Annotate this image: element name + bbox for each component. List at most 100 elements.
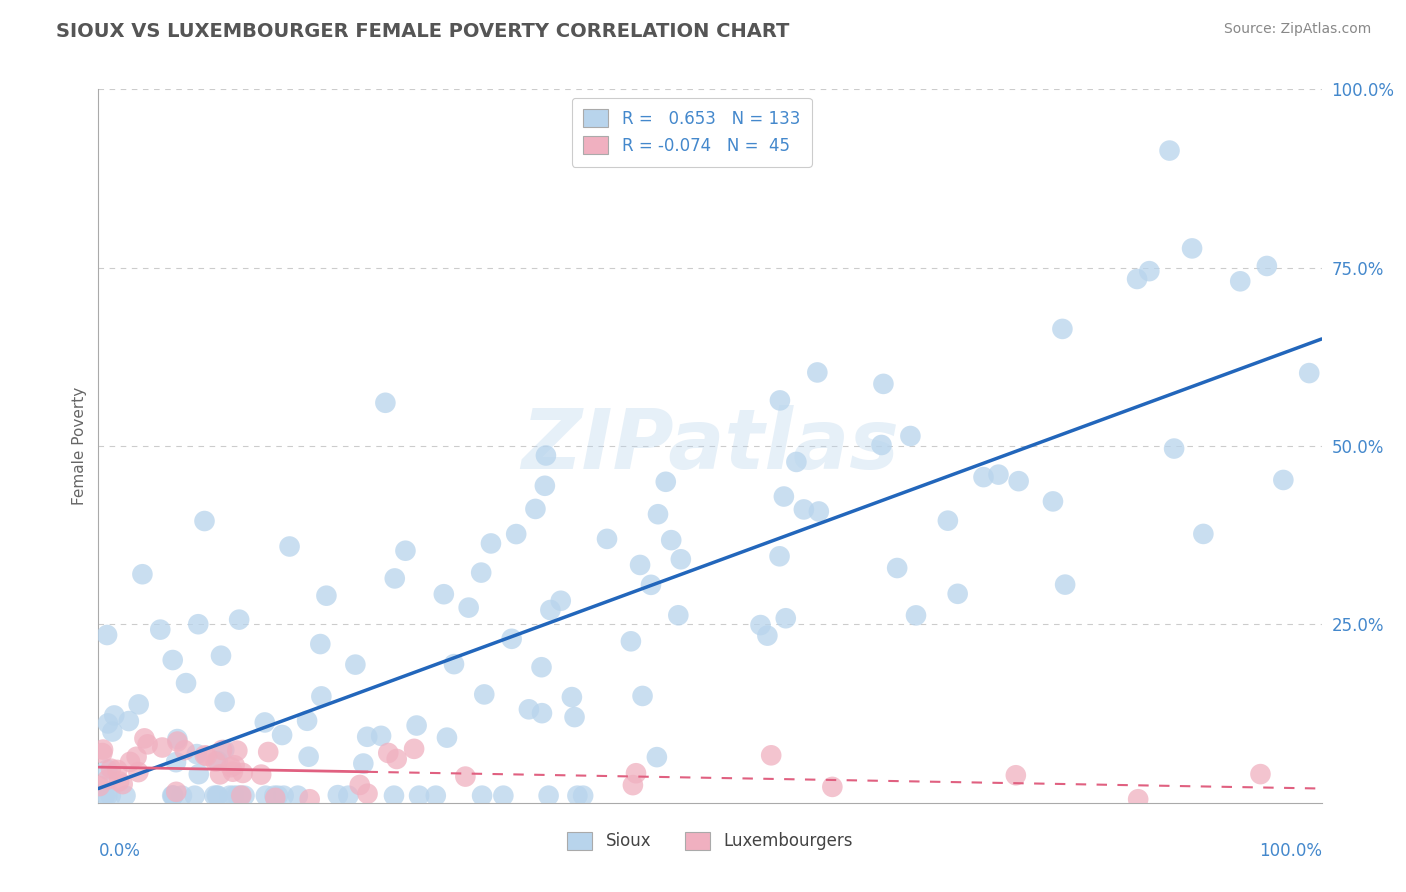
Point [537,789,560,803]
Point [631,689,654,703]
Point [1052,322,1074,336]
Point [125,749,148,764]
Point [655,475,678,489]
Point [315,589,337,603]
Point [628,558,651,572]
Point [287,789,309,803]
Point [1126,272,1149,286]
Point [749,618,772,632]
Point [187,767,209,781]
Point [1163,442,1185,456]
Point [1192,527,1215,541]
Point [761,748,783,763]
Point [405,718,427,732]
Point [870,438,893,452]
Point [621,778,644,792]
Point [254,789,277,803]
Point [267,789,290,803]
Point [207,789,229,803]
Point [1042,494,1064,508]
Point [337,789,360,803]
Point [173,743,195,757]
Point [298,792,321,806]
Point [97,772,120,787]
Point [103,708,125,723]
Point [295,714,318,728]
Point [165,785,187,799]
Point [214,695,236,709]
Point [214,743,236,757]
Point [111,777,134,791]
Point [1128,792,1150,806]
Point [183,789,205,803]
Point [769,393,792,408]
Point [278,540,301,554]
Point [768,549,790,564]
Text: ZIPatlas: ZIPatlas [522,406,898,486]
Point [567,789,589,803]
Point [1137,264,1160,278]
Point [204,755,226,769]
Point [222,789,245,803]
Point [572,789,595,803]
Point [457,600,479,615]
Point [101,724,124,739]
Point [404,742,426,756]
Point [1249,767,1271,781]
Point [972,470,994,484]
Point [170,789,193,803]
Point [150,740,173,755]
Point [187,617,209,632]
Point [134,731,156,746]
Point [89,779,111,793]
Point [872,376,894,391]
Point [218,789,240,803]
Point [193,514,215,528]
Point [1159,144,1181,158]
Point [425,789,447,803]
Point [311,690,333,704]
Point [374,396,396,410]
Point [356,787,378,801]
Point [659,533,682,548]
Point [471,789,494,803]
Point [202,789,225,803]
Point [91,746,114,760]
Point [472,687,495,701]
Point [501,632,523,646]
Point [946,587,969,601]
Point [231,789,253,803]
Point [166,734,188,748]
Point [433,587,456,601]
Point [785,455,807,469]
Point [96,763,118,777]
Point [273,789,295,803]
Point [250,767,273,781]
Text: 100.0%: 100.0% [1258,842,1322,860]
Point [174,676,197,690]
Point [298,749,321,764]
Point [1229,274,1251,288]
Point [120,755,142,769]
Point [219,760,242,774]
Point [936,514,959,528]
Point [1007,474,1029,488]
Point [94,789,117,803]
Point [224,758,246,772]
Point [326,788,349,802]
Point [436,731,458,745]
Y-axis label: Female Poverty: Female Poverty [72,387,87,505]
Point [349,778,371,792]
Point [118,714,141,728]
Point [253,715,276,730]
Point [806,366,828,380]
Point [1298,366,1320,380]
Point [91,742,114,756]
Point [162,653,184,667]
Point [97,716,120,731]
Point [775,611,797,625]
Text: SIOUX VS LUXEMBOURGER FEMALE POVERTY CORRELATION CHART: SIOUX VS LUXEMBOURGER FEMALE POVERTY COR… [56,22,790,41]
Point [263,789,285,803]
Point [1272,473,1295,487]
Point [900,429,922,443]
